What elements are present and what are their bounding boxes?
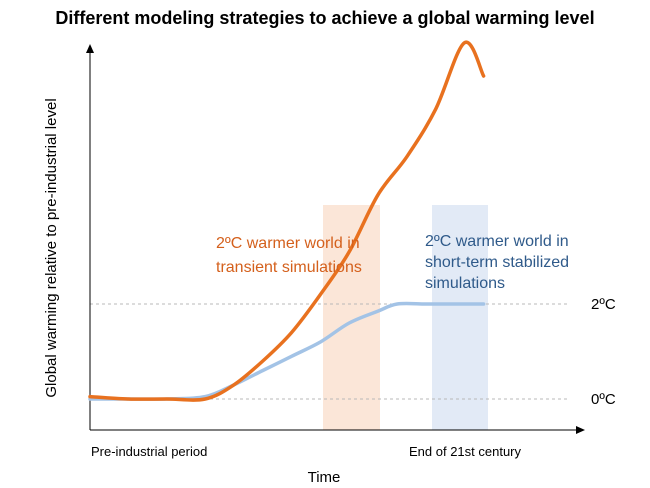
x-tick-label-preindustrial: Pre-industrial period <box>91 444 207 459</box>
x-tick-label-end-century: End of 21st century <box>409 444 522 459</box>
x-axis-title: Time <box>308 469 341 486</box>
y-axis-arrow <box>86 44 94 53</box>
transient-annotation-line-1: 2ºC warmer world in <box>216 235 360 252</box>
stabilized-annotation: 2ºC warmer world in short-term stabilize… <box>425 233 574 292</box>
shaded-region-stabilized <box>432 205 488 430</box>
chart-title: Different modeling strategies to achieve… <box>55 8 594 28</box>
x-axis-arrow <box>576 426 585 434</box>
stabilized-annotation-line-2: short-term stabilized <box>425 254 569 271</box>
ref-label-0c: 0ºC <box>591 391 616 408</box>
ref-label-2c: 2ºC <box>591 296 616 313</box>
stabilized-annotation-line-1: 2ºC warmer world in <box>425 233 569 250</box>
transient-annotation-line-2: transient simulations <box>216 259 362 276</box>
shaded-region-transient <box>323 205 380 430</box>
y-axis-title: Global warming relative to pre-industria… <box>43 98 60 397</box>
series-line-stabilized <box>88 301 486 401</box>
stabilized-annotation-line-3: simulations <box>425 275 505 292</box>
transient-annotation: 2ºC warmer world in transient simulation… <box>216 235 364 276</box>
series-line-transient <box>88 40 486 402</box>
